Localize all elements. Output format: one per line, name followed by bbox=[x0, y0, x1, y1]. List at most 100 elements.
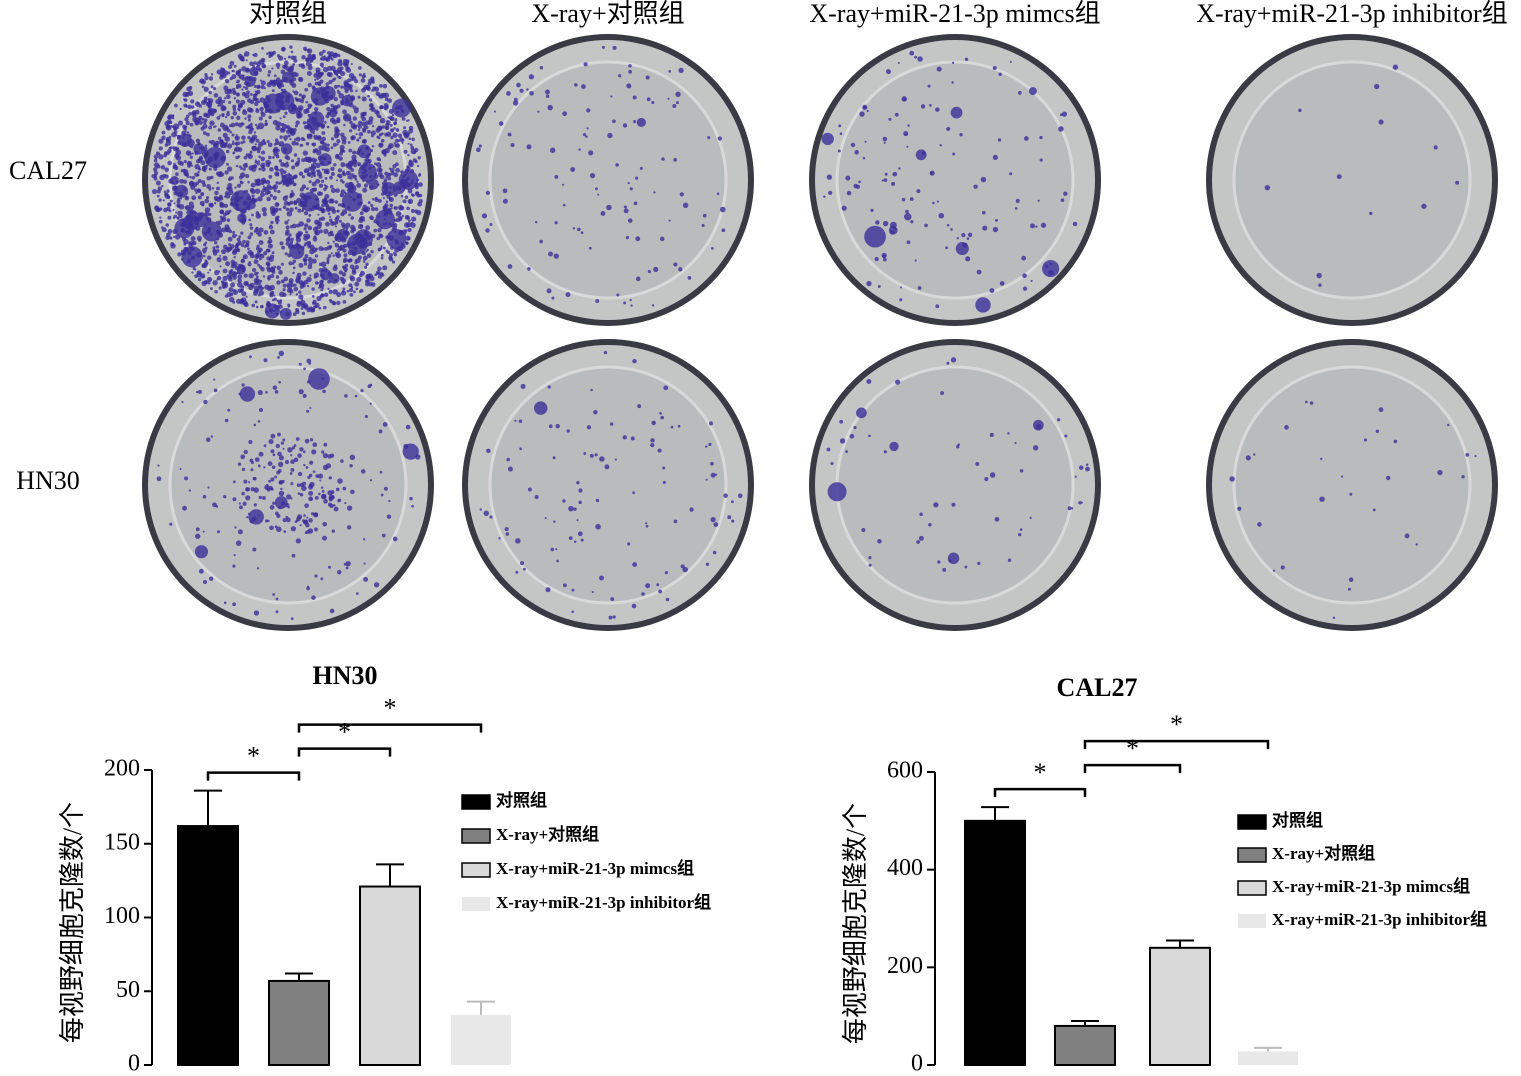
colony bbox=[828, 190, 833, 195]
colony bbox=[242, 167, 246, 171]
legend-swatch bbox=[461, 794, 491, 810]
colony bbox=[204, 198, 210, 204]
colony bbox=[411, 137, 415, 142]
colony bbox=[989, 288, 995, 294]
colony bbox=[173, 177, 176, 180]
colony bbox=[263, 180, 268, 184]
colony bbox=[159, 207, 163, 211]
colony bbox=[927, 84, 931, 88]
colony bbox=[189, 176, 192, 179]
colony bbox=[260, 57, 266, 63]
colony bbox=[204, 207, 211, 213]
colony bbox=[1393, 439, 1398, 444]
colony bbox=[708, 421, 714, 426]
colony bbox=[272, 50, 277, 55]
colony bbox=[241, 467, 246, 472]
colony bbox=[257, 214, 260, 217]
colony bbox=[369, 402, 372, 405]
colony bbox=[314, 302, 320, 308]
colony bbox=[242, 86, 246, 89]
colony bbox=[866, 379, 872, 384]
colony bbox=[837, 149, 841, 153]
colony bbox=[599, 575, 604, 581]
colony bbox=[1392, 64, 1399, 70]
colony bbox=[312, 226, 319, 233]
y-tick-label: 150 bbox=[104, 829, 140, 855]
colony bbox=[195, 527, 200, 532]
colony bbox=[981, 210, 986, 215]
colony bbox=[311, 595, 316, 600]
colony bbox=[936, 66, 942, 72]
colony bbox=[311, 295, 315, 298]
colony bbox=[1309, 401, 1314, 405]
colony bbox=[314, 254, 319, 258]
colony bbox=[403, 149, 408, 154]
colony bbox=[394, 143, 398, 148]
colony bbox=[309, 438, 314, 442]
colony bbox=[304, 201, 308, 205]
colony bbox=[231, 133, 235, 137]
colony bbox=[562, 183, 565, 186]
colony bbox=[291, 446, 296, 450]
colony bbox=[304, 503, 309, 509]
colony bbox=[293, 138, 297, 141]
colony bbox=[583, 62, 588, 67]
colony bbox=[264, 186, 270, 192]
colony bbox=[381, 533, 386, 538]
colony bbox=[276, 526, 282, 533]
colony bbox=[306, 187, 309, 191]
colony bbox=[279, 181, 283, 185]
colony bbox=[197, 170, 200, 174]
colony bbox=[216, 181, 219, 185]
colony bbox=[1374, 83, 1380, 90]
colony bbox=[278, 350, 285, 357]
colony bbox=[1022, 273, 1027, 279]
colony bbox=[333, 504, 336, 507]
colony bbox=[332, 254, 336, 257]
colony bbox=[356, 277, 362, 283]
colony bbox=[151, 188, 158, 195]
colony bbox=[380, 254, 384, 257]
colony bbox=[314, 127, 319, 131]
colony bbox=[412, 151, 416, 155]
colony bbox=[623, 301, 627, 305]
colony bbox=[337, 203, 342, 207]
colony bbox=[534, 494, 539, 500]
colony bbox=[348, 94, 351, 97]
colony bbox=[1348, 577, 1354, 582]
colony bbox=[377, 171, 383, 178]
colony bbox=[237, 288, 243, 293]
colony bbox=[975, 461, 980, 466]
colony bbox=[233, 480, 236, 484]
colony bbox=[301, 175, 306, 179]
colony bbox=[242, 501, 247, 506]
colony bbox=[883, 141, 886, 144]
colony bbox=[319, 479, 322, 482]
colony bbox=[612, 119, 616, 124]
colony bbox=[171, 132, 177, 138]
colony bbox=[278, 93, 285, 100]
colony bbox=[269, 505, 275, 510]
colony bbox=[646, 97, 651, 102]
colony bbox=[545, 587, 551, 593]
colony bbox=[234, 202, 239, 208]
colony bbox=[184, 130, 187, 133]
colony bbox=[266, 256, 271, 261]
colony bbox=[565, 292, 571, 298]
colony bbox=[276, 265, 282, 271]
colony bbox=[205, 101, 211, 107]
colony bbox=[288, 242, 294, 248]
colony bbox=[964, 57, 969, 62]
bar bbox=[1238, 1051, 1298, 1065]
colony bbox=[190, 164, 194, 167]
colony bbox=[306, 218, 311, 223]
colony bbox=[309, 207, 312, 211]
colony bbox=[304, 254, 309, 259]
bar bbox=[964, 819, 1026, 1066]
colony bbox=[251, 303, 256, 308]
colony bbox=[356, 124, 359, 127]
colony bbox=[1369, 211, 1373, 216]
colony bbox=[322, 66, 329, 73]
colony bbox=[255, 252, 261, 259]
colony bbox=[326, 143, 330, 147]
